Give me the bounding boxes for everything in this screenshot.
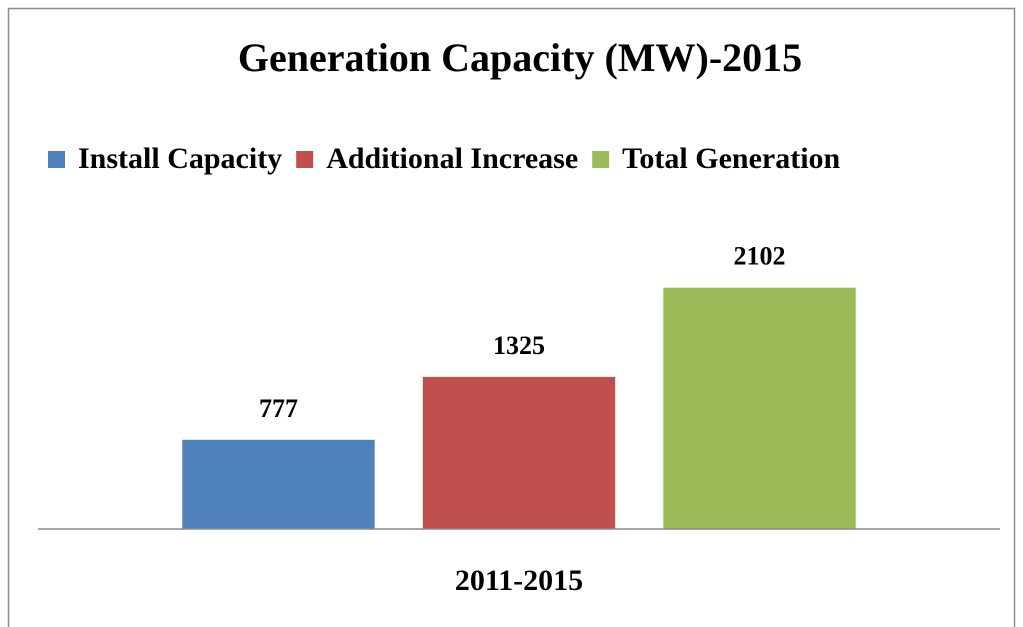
chart-frame	[7, 7, 1016, 627]
legend-swatch	[592, 151, 610, 168]
legend-label: Additional Increase	[326, 142, 578, 175]
bar	[182, 439, 375, 529]
chart-title: Generation Capacity (MW)-2015	[238, 35, 802, 80]
data-label: 1325	[493, 331, 545, 360]
x-tick-label: 2011-2015	[455, 564, 583, 597]
data-label: 2102	[734, 242, 786, 271]
data-label: 777	[259, 394, 298, 423]
legend-label: Install Capacity	[78, 142, 282, 175]
legend-swatch	[48, 151, 65, 168]
legend-label: Total Generation	[622, 142, 840, 175]
legend-swatch	[296, 151, 314, 168]
bar	[422, 376, 616, 529]
bar	[663, 287, 856, 529]
